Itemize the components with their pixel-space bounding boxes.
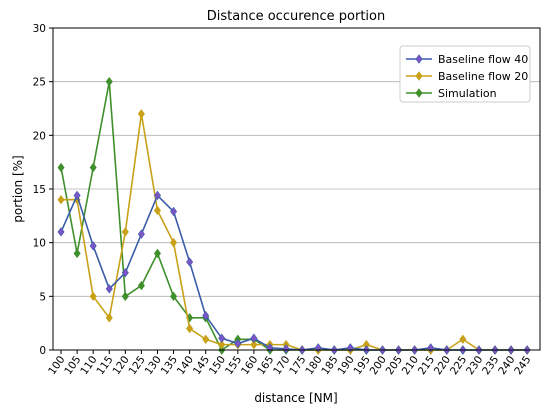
x-tick-label: 155 bbox=[223, 354, 244, 377]
data-point bbox=[234, 338, 242, 349]
x-tick-label: 160 bbox=[239, 354, 260, 377]
x-tick-label: 240 bbox=[496, 354, 517, 377]
series-line bbox=[60, 194, 528, 351]
y-axis-label: portion [%] bbox=[11, 155, 25, 222]
data-point bbox=[105, 284, 113, 294]
data-point bbox=[250, 339, 258, 350]
data-point bbox=[89, 291, 97, 302]
data-point bbox=[202, 310, 210, 321]
legend-label: Baseline flow 40 bbox=[438, 53, 528, 66]
legend-item: Simulation bbox=[406, 87, 497, 100]
data-point bbox=[153, 190, 161, 201]
data-point bbox=[57, 195, 65, 205]
data-point bbox=[250, 333, 258, 343]
data-point bbox=[170, 237, 178, 248]
y-tick-label: 15 bbox=[33, 184, 46, 196]
series-0 bbox=[57, 190, 531, 355]
y-tick-label: 0 bbox=[39, 345, 46, 357]
data-point bbox=[282, 344, 290, 354]
legend-label: Baseline flow 20 bbox=[438, 70, 528, 83]
data-point bbox=[186, 257, 194, 267]
data-point bbox=[105, 76, 113, 87]
data-point bbox=[137, 229, 145, 239]
x-tick-label: 210 bbox=[400, 354, 421, 377]
x-tick-label: 215 bbox=[416, 354, 437, 377]
data-point bbox=[137, 109, 145, 119]
x-tick-label: 170 bbox=[271, 354, 292, 377]
legend-item: Baseline flow 20 bbox=[406, 70, 528, 83]
x-tick-label: 130 bbox=[143, 354, 164, 377]
x-axis-ticks: 1001051101151201251301351401451501551601… bbox=[46, 350, 534, 377]
x-tick-label: 150 bbox=[207, 354, 228, 377]
series-line bbox=[60, 80, 528, 351]
x-tick-label: 105 bbox=[62, 354, 83, 377]
x-tick-label: 140 bbox=[175, 354, 196, 377]
x-tick-label: 185 bbox=[319, 354, 340, 377]
x-tick-label: 110 bbox=[78, 354, 99, 377]
y-tick-label: 5 bbox=[39, 291, 46, 303]
data-point bbox=[170, 291, 178, 302]
x-tick-label: 190 bbox=[335, 354, 356, 377]
data-point bbox=[57, 162, 65, 173]
data-point bbox=[186, 323, 194, 334]
x-tick-label: 175 bbox=[287, 354, 308, 377]
legend-label: Simulation bbox=[438, 87, 497, 100]
legend-marker bbox=[415, 71, 423, 81]
series-2 bbox=[57, 76, 531, 355]
x-tick-label: 205 bbox=[384, 354, 405, 377]
data-point bbox=[153, 248, 161, 259]
data-point bbox=[89, 241, 97, 251]
x-tick-label: 180 bbox=[303, 354, 324, 377]
x-tick-label: 165 bbox=[255, 354, 276, 377]
y-tick-label: 10 bbox=[33, 238, 46, 250]
data-point bbox=[170, 206, 178, 217]
legend-box bbox=[399, 45, 531, 103]
y-axis-ticks: 0 5 10 15 20 25 30 bbox=[33, 23, 53, 357]
legend-item: Baseline flow 40 bbox=[406, 53, 528, 66]
legend-marker bbox=[415, 88, 423, 98]
chart-title: Distance occurence portion bbox=[207, 9, 386, 24]
data-point bbox=[89, 162, 97, 173]
y-tick-label: 25 bbox=[33, 77, 46, 89]
data-point bbox=[73, 248, 81, 259]
plot-frame bbox=[52, 27, 541, 351]
series-lines bbox=[57, 76, 531, 355]
x-tick-label: 145 bbox=[191, 354, 212, 377]
x-tick-label: 245 bbox=[512, 354, 533, 377]
x-axis-label: distance [NM] bbox=[254, 391, 337, 405]
x-tick-label: 225 bbox=[448, 354, 469, 377]
x-tick-label: 195 bbox=[352, 354, 373, 377]
x-tick-label: 125 bbox=[127, 354, 148, 377]
series-1 bbox=[57, 109, 531, 355]
series-line bbox=[61, 113, 528, 351]
data-point bbox=[202, 334, 210, 344]
data-point bbox=[459, 334, 467, 344]
data-point bbox=[137, 280, 145, 291]
data-point bbox=[218, 339, 226, 350]
x-tick-label: 100 bbox=[46, 354, 67, 377]
data-point bbox=[121, 291, 129, 302]
x-tick-label: 230 bbox=[464, 354, 485, 377]
data-point bbox=[105, 313, 113, 323]
x-tick-label: 135 bbox=[159, 354, 180, 377]
data-point bbox=[121, 227, 129, 237]
data-point bbox=[153, 205, 161, 216]
y-tick-label: 20 bbox=[33, 130, 46, 142]
x-tick-label: 220 bbox=[432, 354, 453, 377]
x-tick-label: 200 bbox=[368, 354, 389, 377]
legend: Baseline flow 40 Baseline flow 20 Simulati… bbox=[399, 45, 531, 103]
x-tick-label: 235 bbox=[480, 354, 501, 377]
data-point bbox=[121, 268, 129, 278]
grid-lines bbox=[53, 81, 540, 297]
data-point bbox=[73, 190, 81, 201]
x-tick-label: 120 bbox=[110, 354, 131, 377]
x-tick-label: 115 bbox=[94, 354, 115, 377]
legend-marker bbox=[415, 54, 423, 64]
data-point bbox=[57, 227, 65, 237]
data-point bbox=[218, 333, 226, 343]
y-tick-label: 30 bbox=[33, 23, 46, 35]
